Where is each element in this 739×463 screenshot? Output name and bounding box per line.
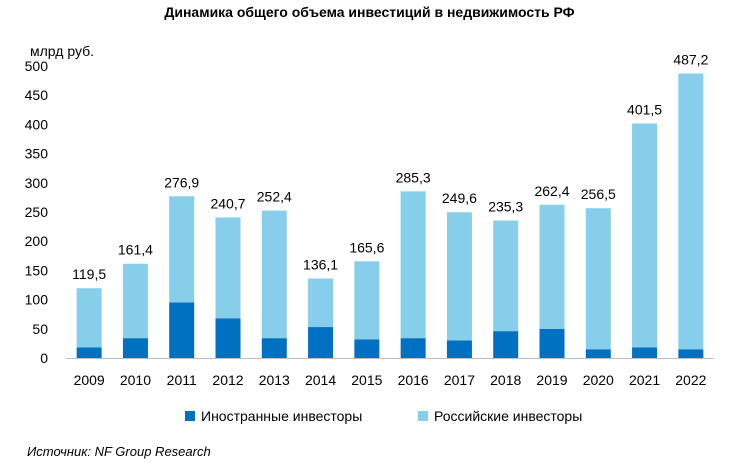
bar-russian-investors <box>76 288 102 348</box>
bar-russian-investors <box>354 261 380 340</box>
data-label-total: 119,5 <box>72 266 106 282</box>
x-tick-label: 2019 <box>536 372 567 388</box>
data-label-total: 235,3 <box>488 199 523 215</box>
y-tick-label: 50 <box>32 321 48 337</box>
data-label-total: 165,6 <box>349 239 384 255</box>
x-tick-label: 2018 <box>490 372 521 388</box>
bar-foreign-investors <box>308 327 334 358</box>
bar-russian-investors <box>585 208 611 350</box>
y-axis-unit-label: млрд руб. <box>30 43 95 59</box>
y-tick-label: 200 <box>25 233 49 249</box>
bar-foreign-investors <box>76 347 102 358</box>
bar-russian-investors <box>493 220 519 332</box>
y-tick-label: 250 <box>25 204 49 220</box>
bar-foreign-investors <box>585 349 611 358</box>
x-tick-label: 2017 <box>444 372 475 388</box>
legend-label-foreign: Иностранные инвесторы <box>201 408 363 424</box>
bar-chart: 0 50 100 150 200 250 300 350 400 450 500 119,5 2009 1… <box>25 51 714 388</box>
bar-foreign-investors <box>354 339 380 358</box>
chart-title: Динамика общего объема инвестиций в недв… <box>164 4 575 20</box>
x-tick-label: 2022 <box>675 372 706 388</box>
bar-foreign-investors <box>169 302 195 358</box>
x-tick-label: 2010 <box>120 372 151 388</box>
bar-foreign-investors <box>539 328 565 358</box>
x-tick-label: 2021 <box>629 372 660 388</box>
data-label-total: 401,5 <box>627 102 662 118</box>
y-tick-label: 100 <box>25 292 49 308</box>
x-tick-label: 2016 <box>398 372 429 388</box>
legend-item-foreign: Иностранные инвесторы <box>185 408 362 424</box>
bar-russian-investors <box>539 204 565 329</box>
bar-russian-investors <box>308 278 334 328</box>
bar-russian-investors <box>261 210 287 339</box>
legend: Иностранные инвесторы Российские инвесто… <box>0 408 739 428</box>
legend-swatch-russian <box>418 411 428 421</box>
bar-russian-investors <box>632 123 658 348</box>
bar-foreign-investors <box>215 318 241 358</box>
data-label-total: 136,1 <box>303 257 338 273</box>
legend-label-russian: Российские инвесторы <box>434 408 583 424</box>
bar-russian-investors <box>169 196 195 303</box>
bar-russian-investors <box>678 73 704 350</box>
bar-foreign-investors <box>493 331 519 358</box>
data-label-total: 285,3 <box>396 169 431 185</box>
x-tick-label: 2020 <box>583 372 614 388</box>
bar-russian-investors <box>122 263 148 339</box>
data-label-total: 161,4 <box>118 242 153 258</box>
x-tick-label: 2011 <box>167 372 197 388</box>
y-tick-label: 400 <box>25 116 49 132</box>
bar-foreign-investors <box>400 338 426 358</box>
y-tick-label: 500 <box>25 58 49 74</box>
y-tick-label: 150 <box>25 262 49 278</box>
y-tick-label: 350 <box>25 146 49 162</box>
data-label-total: 276,9 <box>164 174 199 190</box>
bar-foreign-investors <box>261 338 287 358</box>
legend-swatch-foreign <box>185 411 195 421</box>
y-tick-label: 450 <box>25 87 49 103</box>
data-label-total: 262,4 <box>534 183 569 199</box>
bar-russian-investors <box>400 191 426 339</box>
x-tick-label: 2013 <box>259 372 290 388</box>
bar-foreign-investors <box>122 338 148 358</box>
data-label-total: 487,2 <box>673 51 708 67</box>
x-tick-label: 2009 <box>74 372 105 388</box>
bar-foreign-investors <box>446 340 472 358</box>
legend-item-russian: Российские инвесторы <box>418 408 582 424</box>
y-tick-label: 300 <box>25 175 49 191</box>
x-tick-label: 2012 <box>212 372 243 388</box>
data-label-total: 240,7 <box>210 195 245 211</box>
bar-russian-investors <box>446 212 472 341</box>
bar-foreign-investors <box>678 349 704 358</box>
data-label-total: 256,5 <box>581 186 616 202</box>
bar-russian-investors <box>215 217 241 319</box>
y-tick-label: 0 <box>40 350 48 366</box>
source-note: Источник: NF Group Research <box>27 444 211 459</box>
x-tick-label: 2015 <box>351 372 382 388</box>
x-tick-label: 2014 <box>305 372 336 388</box>
data-label-total: 252,4 <box>257 189 292 205</box>
bar-foreign-investors <box>632 347 658 358</box>
data-label-total: 249,6 <box>442 190 477 206</box>
